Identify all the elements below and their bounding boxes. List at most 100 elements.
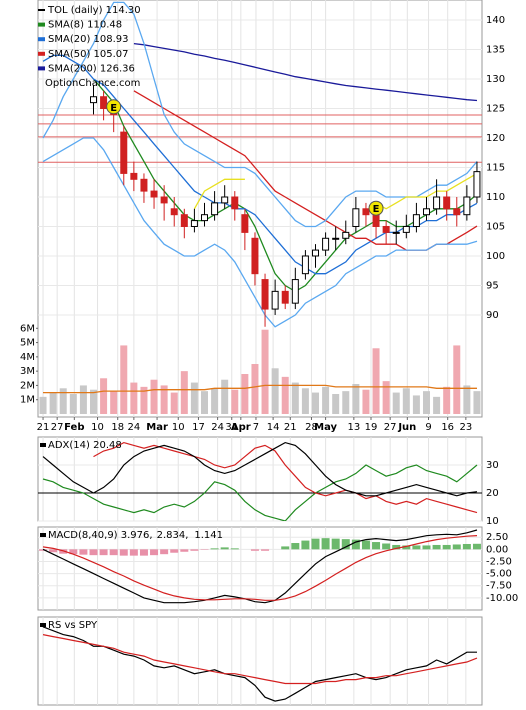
candle-body (393, 232, 399, 233)
candle-body (444, 197, 450, 209)
volume-bar (312, 393, 319, 414)
histogram-bar (90, 549, 98, 555)
event-label: E (110, 103, 117, 114)
histogram-bar (221, 547, 229, 549)
histogram-bar (49, 549, 57, 552)
legend-label: SMA(50) 105.07 (48, 49, 129, 60)
x-tick-label: 10 (91, 422, 104, 433)
legend-label: SMA(8) 110.48 (48, 20, 122, 31)
y-tick-label: 105 (486, 221, 505, 232)
candle-body (413, 215, 419, 227)
volume-bar (322, 387, 329, 414)
legend-label: 2.834, (157, 530, 189, 541)
volume-bar (120, 345, 127, 414)
candle-body (272, 291, 278, 309)
legend-swatch (38, 23, 45, 27)
histogram-bar (261, 549, 269, 550)
histogram-bar (140, 549, 148, 555)
volume-bar (463, 385, 470, 414)
x-tick-label: 24 (127, 422, 140, 433)
candle-body (151, 191, 157, 197)
x-tick-label: 13 (347, 422, 360, 433)
candle-body (424, 209, 430, 215)
candle-body (454, 209, 460, 215)
y-tick-label: -10.00 (486, 593, 518, 604)
candle-body (181, 215, 187, 227)
histogram-bar (332, 539, 340, 550)
candle-body (353, 209, 359, 227)
volume-tick-label: 2M (20, 380, 35, 391)
volume-bar (181, 371, 188, 414)
y-tick-label: 120 (486, 133, 505, 144)
histogram-bar (443, 545, 451, 549)
candle-body (323, 238, 329, 250)
volume-bar (362, 390, 369, 414)
histogram-bar (160, 549, 168, 554)
volume-bar (403, 388, 410, 414)
histogram-bar (79, 549, 87, 554)
candle-body (313, 250, 319, 256)
volume-tick-label: 3M (20, 366, 35, 377)
volume-bar (383, 381, 390, 414)
y-tick-label: 115 (486, 163, 505, 174)
x-tick-label: 27 (51, 422, 64, 433)
candle-body (91, 97, 97, 103)
candle-body (131, 173, 137, 179)
histogram-bar (463, 544, 471, 549)
histogram-bar (362, 541, 370, 550)
candle-body (161, 197, 167, 203)
candle-body (141, 179, 147, 191)
histogram-bar (120, 549, 128, 555)
histogram-bar (180, 549, 188, 551)
histogram-bar (372, 542, 380, 549)
legend-label: SMA(20) 108.93 (48, 34, 129, 45)
legend-swatch (38, 52, 45, 56)
volume-bar (221, 380, 228, 414)
volume-bar (292, 383, 299, 414)
candle-body (363, 209, 369, 215)
histogram-bar (301, 541, 309, 550)
y-tick-label: 90 (486, 310, 499, 321)
candle-body (383, 226, 389, 232)
legend-swatch (40, 533, 46, 537)
volume-tick-label: 1M (20, 395, 35, 406)
x-tick-label: 21 (37, 422, 50, 433)
histogram-bar (170, 549, 178, 552)
x-tick-label: Feb (64, 422, 84, 433)
x-tick-label: Jun (397, 422, 416, 433)
candle-body (464, 197, 470, 215)
y-tick-label: 10 (486, 516, 499, 527)
x-tick-label: 10 (172, 422, 185, 433)
x-tick-label: 16 (441, 422, 454, 433)
histogram-bar (190, 549, 198, 550)
candle-body (292, 280, 298, 304)
x-tick-label: 24 (211, 422, 224, 433)
x-tick-label: Apr (231, 422, 251, 433)
y-tick-label: 2.50 (486, 532, 508, 543)
panel-title: RS vs SPY (48, 620, 98, 631)
y-tick-label: 95 (486, 280, 499, 291)
histogram-bar (312, 539, 320, 550)
volume-bar (100, 378, 107, 414)
y-tick-label: -5.00 (486, 569, 512, 580)
volume-tick-label: 4M (20, 352, 35, 363)
volume-bar (130, 383, 137, 414)
volume-bar (201, 391, 208, 414)
legend-label: SMA(200) 126.36 (48, 63, 135, 74)
candle-body (212, 203, 218, 215)
x-tick-label: 9 (425, 422, 431, 433)
histogram-bar (100, 549, 108, 555)
histogram-bar (130, 549, 138, 555)
volume-bar (231, 390, 238, 414)
histogram-bar (231, 548, 239, 549)
candle-body (202, 215, 208, 221)
legend-swatch (40, 443, 46, 447)
candle-body (252, 238, 258, 273)
volume-bar (251, 364, 258, 414)
volume-bar (282, 377, 289, 414)
y-tick-label: 130 (486, 74, 505, 85)
histogram-bar (382, 544, 390, 550)
x-tick-label: 27 (384, 422, 397, 433)
candle-body (434, 197, 440, 209)
volume-bar (262, 330, 269, 414)
